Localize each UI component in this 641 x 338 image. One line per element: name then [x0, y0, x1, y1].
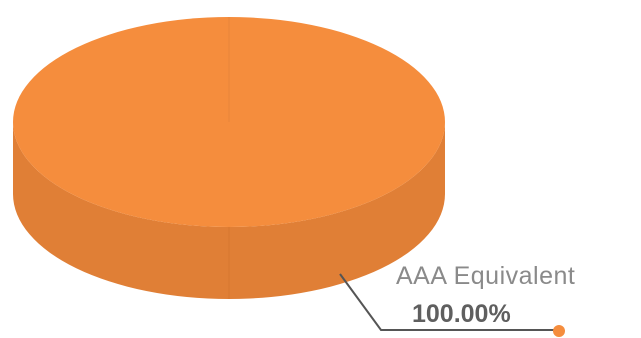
- slice-leader-marker: [553, 325, 565, 337]
- slice-label-name: AAA Equivalent: [396, 262, 575, 290]
- slice-leader-line: [339, 273, 557, 331]
- slice-label-value: 100.00%: [412, 300, 511, 328]
- pie-slice-side-aaa-equivalent: [13, 122, 445, 299]
